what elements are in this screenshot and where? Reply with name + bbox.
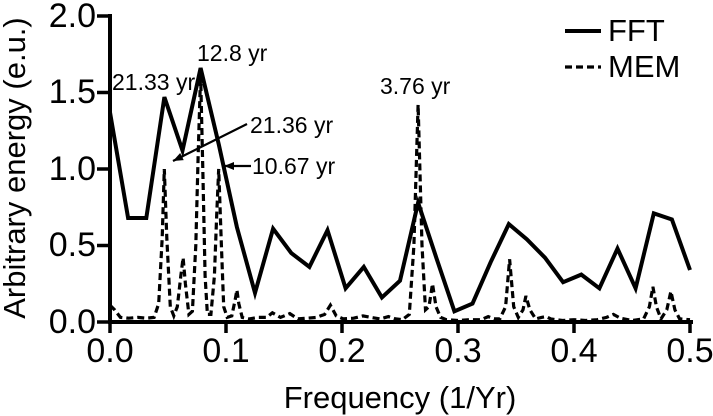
y-tick-label-2.0: 2.0: [48, 0, 96, 35]
annotation-arrow-head: [224, 162, 234, 170]
x-tick-label-0.3: 0.3: [434, 332, 482, 370]
x-tick-label-0.1: 0.1: [202, 332, 250, 370]
annotation-12.8yr: 12.8 yr: [197, 40, 268, 66]
y-tick-label-0.0: 0.0: [48, 303, 96, 341]
fft-series-line: [108, 67, 692, 314]
mem-series-line: [108, 74, 691, 323]
x-tick-label-0.4: 0.4: [550, 332, 598, 370]
y-tick-label-1.0: 1.0: [48, 150, 96, 188]
annotation-21.33yr: 21.33 yr: [112, 69, 196, 95]
annotation-arrow-head: [173, 152, 184, 161]
annotation-3.76yr: 3.76 yr: [380, 73, 451, 99]
y-tick-label-1.5: 1.5: [48, 73, 96, 111]
x-tick-label-0.2: 0.2: [318, 332, 366, 370]
x-tick-label-0.5: 0.5: [666, 332, 713, 370]
y-tick-label-0.5: 0.5: [48, 226, 96, 264]
legend-label-fft: FFT: [608, 13, 665, 48]
annotation-arrow-line: [172, 123, 248, 162]
x-tick-label-0.0: 0.0: [86, 332, 134, 370]
annotation-10.67yr: 10.67 yr: [252, 153, 336, 179]
annotation-21.36yr: 21.36 yr: [250, 112, 334, 138]
legend-label-mem: MEM: [608, 49, 681, 84]
x-axis-title: Frequency (1/Yr): [283, 380, 517, 415]
y-axis-title: Arbitrary energy (e.u.): [0, 17, 32, 319]
